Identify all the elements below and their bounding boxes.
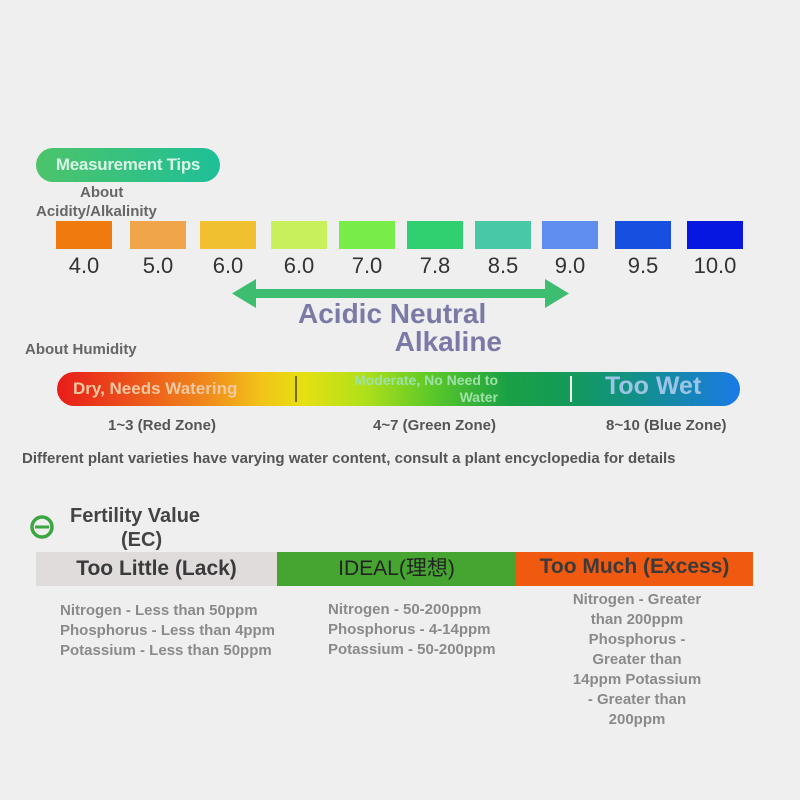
ph-value: 8.5 [487,253,519,278]
detail-line: Phosphorus - [588,631,686,648]
arrow-right-head [545,279,569,308]
too-wet-label: Too Wet [605,372,702,400]
measurement-tips-badge: Measurement Tips [36,148,220,182]
detail-line: Potassium - 50-200ppm [328,641,496,658]
detail-line: 200ppm [608,711,666,728]
ph-value: 6.0 [283,253,315,278]
ph-swatch [56,221,112,249]
ph-value: 9.5 [627,253,659,278]
ph-value: 7.0 [351,253,383,278]
arrow-left-head [232,279,256,308]
ph-swatch [615,221,671,249]
detail-line: than 200ppm [590,611,684,628]
zone-red: 1~3 (Red Zone) [108,417,216,434]
humidity-divider [570,376,572,402]
humidity-divider [295,376,297,402]
ph-value: 5.0 [142,253,174,278]
fertility-title-line2: (EC) [121,529,163,551]
detail-line: Phosphorus - Less than 4ppm [60,622,276,639]
ph-swatch [200,221,256,249]
moderate-line2: Water [459,389,498,405]
ph-value: 7.8 [419,253,451,278]
moderate-line1: Moderate, No Need to [354,372,498,388]
ph-range-line1: Acidic Neutral [298,298,487,329]
segment-too-much: Too Much (Excess) [516,552,753,586]
detail-line: 14ppm Potassium [572,671,702,688]
segment-ideal: IDEAL(理想) [277,552,516,586]
ph-value: 10.0 [693,253,737,278]
detail-line: Phosphorus - 4-14ppm [328,621,491,638]
ph-swatch [339,221,395,249]
ph-swatch [475,221,531,249]
zone-blue: 8~10 (Blue Zone) [606,417,727,434]
humidity-heading: About Humidity [25,341,137,358]
ph-value: 6.0 [212,253,244,278]
arrow-shaft [250,289,550,298]
circle-minus-icon [30,515,54,539]
range-arrow [232,279,569,308]
detail-line: Potassium - Less than 50ppm [60,642,272,659]
ph-swatch [407,221,463,249]
humidity-bar [57,372,740,406]
dry-label: Dry, Needs Watering [73,379,238,398]
ph-heading-line1: About [80,184,124,201]
ph-swatch [130,221,186,249]
humidity-note: Different plant varieties have varying w… [22,450,676,467]
too-much-details: Nitrogen - Greater than 200ppm Phosphoru… [557,590,717,730]
ph-range-line2: Alkaline [394,326,502,357]
ph-value: 9.0 [554,253,586,278]
detail-line: - Greater than [587,691,687,708]
detail-line: Nitrogen - Less than 50ppm [60,602,258,619]
detail-line: Greater than [592,651,682,668]
detail-line: Nitrogen - Greater [572,591,702,608]
ph-value: 4.0 [68,253,100,278]
too-little-details: Nitrogen - Less than 50ppm Phosphorus - … [60,601,275,661]
ph-swatch [271,221,327,249]
zone-green: 4~7 (Green Zone) [373,417,496,434]
ph-heading-line2: Acidity/Alkalinity [36,203,157,220]
segment-too-little: Too Little (Lack) [36,552,277,586]
detail-line: Nitrogen - 50-200ppm [328,601,482,618]
moderate-label: Moderate, No Need to Water [354,372,498,406]
ideal-details: Nitrogen - 50-200ppm Phosphorus - 4-14pp… [328,600,496,660]
ph-swatch [687,221,743,249]
fertility-title-line1: Fertility Value [70,505,201,527]
ph-swatch [542,221,598,249]
